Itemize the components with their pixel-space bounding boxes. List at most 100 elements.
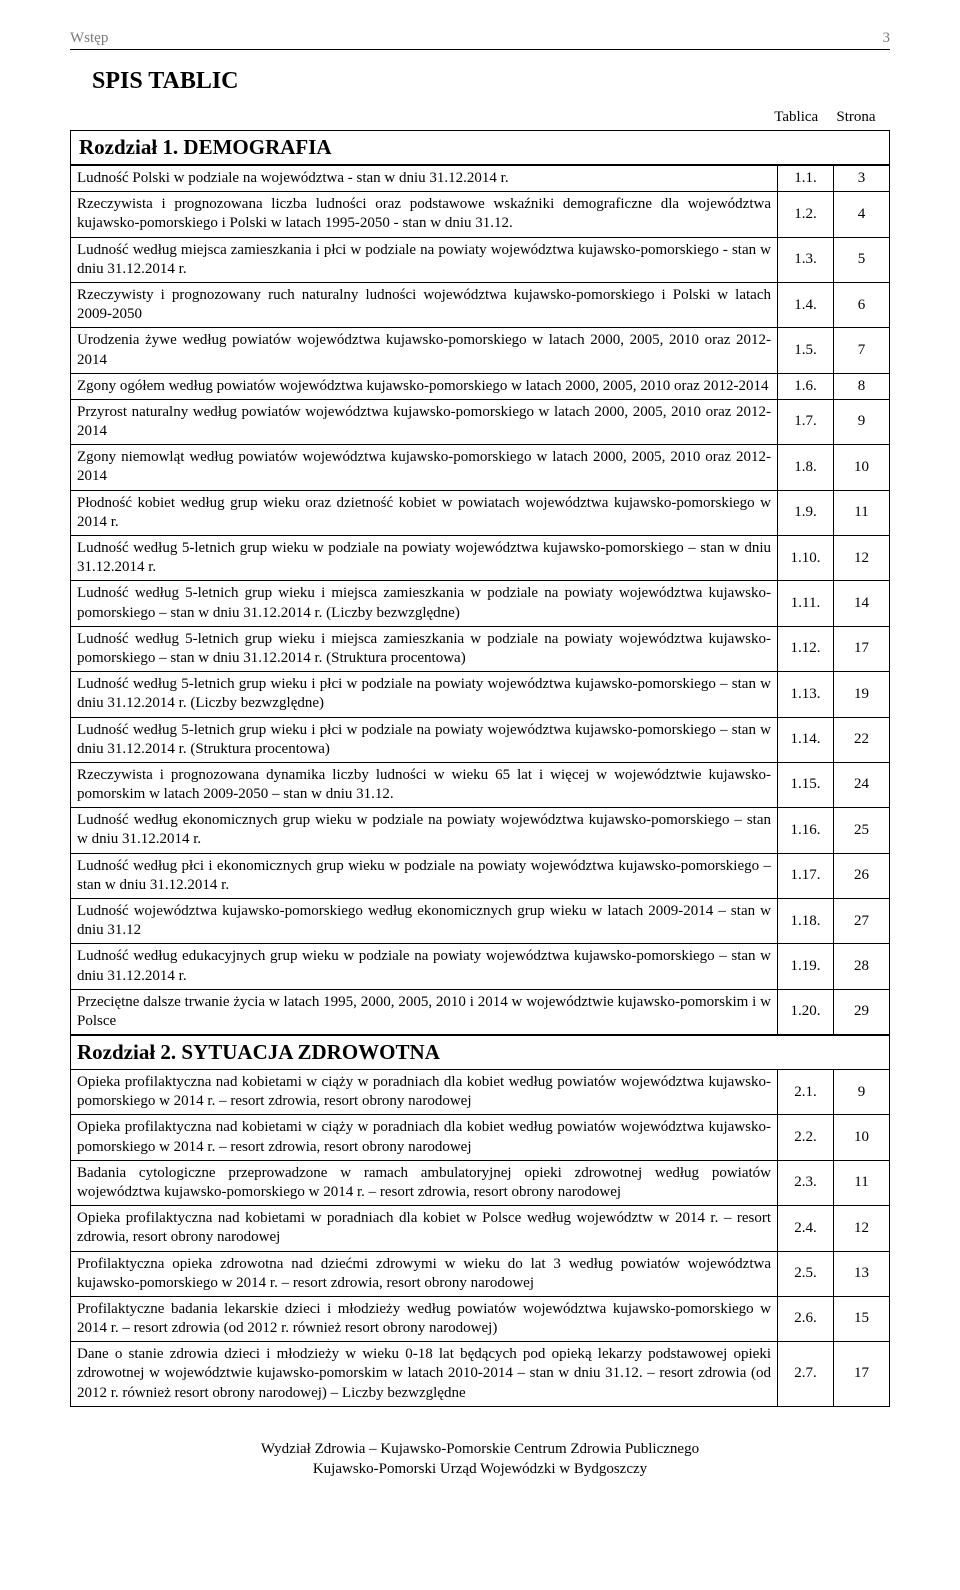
toc-row: Opieka profilaktyczna nad kobietami w po… <box>71 1206 890 1251</box>
toc-row: Ludność według 5-letnich grup wieku i pł… <box>71 717 890 762</box>
toc-description: Ludność według ekonomicznych grup wieku … <box>71 808 778 853</box>
toc-table-number: 2.2. <box>778 1115 834 1160</box>
toc-description: Ludność województwa kujawsko-pomorskiego… <box>71 899 778 944</box>
toc-row: Przeciętne dalsze trwanie życia w latach… <box>71 989 890 1034</box>
toc-row: Ludność województwa kujawsko-pomorskiego… <box>71 899 890 944</box>
toc-row: Urodzenia żywe według powiatów województ… <box>71 328 890 373</box>
toc-table-number: 2.3. <box>778 1160 834 1205</box>
toc-row: Ludność według płci i ekonomicznych grup… <box>71 853 890 898</box>
toc-description: Dane o stanie zdrowia dzieci i młodzieży… <box>71 1342 778 1407</box>
toc-page-number: 29 <box>834 989 890 1034</box>
footer-line-1: Wydział Zdrowia – Kujawsko-Pomorskie Cen… <box>70 1439 890 1459</box>
toc-table-number: 1.20. <box>778 989 834 1034</box>
chapter-2-title-row: Rozdział 2. SYTUACJA ZDROWOTNA <box>71 1036 890 1070</box>
toc-row: Płodność kobiet według grup wieku oraz d… <box>71 490 890 535</box>
toc-table-number: 2.5. <box>778 1251 834 1296</box>
toc-page-number: 25 <box>834 808 890 853</box>
toc-table-chapter-2: Rozdział 2. SYTUACJA ZDROWOTNA Opieka pr… <box>70 1035 890 1407</box>
toc-page-number: 28 <box>834 944 890 989</box>
toc-row: Opieka profilaktyczna nad kobietami w ci… <box>71 1070 890 1115</box>
toc-row: Ludność według edukacyjnych grup wieku w… <box>71 944 890 989</box>
toc-row: Ludność Polski w podziale na województwa… <box>71 166 890 192</box>
page-footer: Wydział Zdrowia – Kujawsko-Pomorskie Cen… <box>70 1439 890 1480</box>
toc-page-number: 19 <box>834 672 890 717</box>
toc-table-number: 1.11. <box>778 581 834 626</box>
toc-description: Ludność Polski w podziale na województwa… <box>71 166 778 192</box>
toc-row: Profilaktyczne badania lekarskie dzieci … <box>71 1296 890 1341</box>
toc-table-number: 2.1. <box>778 1070 834 1115</box>
toc-description: Ludność według 5-letnich grup wieku i pł… <box>71 672 778 717</box>
header-page-number: 3 <box>883 30 891 47</box>
toc-page-number: 4 <box>834 192 890 237</box>
toc-row: Rzeczywisty i prognozowany ruch naturaln… <box>71 282 890 327</box>
toc-page-number: 26 <box>834 853 890 898</box>
toc-page-number: 11 <box>834 1160 890 1205</box>
toc-description: Ludność według 5-letnich grup wieku i pł… <box>71 717 778 762</box>
toc-page-number: 14 <box>834 581 890 626</box>
toc-page-number: 12 <box>834 536 890 581</box>
toc-description: Rzeczywisty i prognozowany ruch naturaln… <box>71 282 778 327</box>
toc-row: Badania cytologiczne przeprowadzone w ra… <box>71 1160 890 1205</box>
toc-table-number: 2.4. <box>778 1206 834 1251</box>
toc-page-number: 15 <box>834 1296 890 1341</box>
toc-description: Ludność według płci i ekonomicznych grup… <box>71 853 778 898</box>
toc-description: Przyrost naturalny według powiatów wojew… <box>71 399 778 444</box>
toc-table-number: 1.19. <box>778 944 834 989</box>
toc-description: Badania cytologiczne przeprowadzone w ra… <box>71 1160 778 1205</box>
toc-description: Ludność według miejsca zamieszkania i pł… <box>71 237 778 282</box>
toc-table-number: 1.17. <box>778 853 834 898</box>
toc-page-number: 5 <box>834 237 890 282</box>
toc-row: Profilaktyczna opieka zdrowotna nad dzie… <box>71 1251 890 1296</box>
toc-description: Ludność według 5-letnich grup wieku i mi… <box>71 626 778 671</box>
col-header-strona: Strona <box>828 109 884 126</box>
toc-description: Ludność według edukacyjnych grup wieku w… <box>71 944 778 989</box>
toc-page-number: 3 <box>834 166 890 192</box>
toc-description: Opieka profilaktyczna nad kobietami w ci… <box>71 1070 778 1115</box>
document-page: Wstęp 3 SPIS TABLIC Tablica Strona Rozdz… <box>0 0 960 1509</box>
toc-table-number: 1.6. <box>778 373 834 399</box>
footer-line-2: Kujawsko-Pomorski Urząd Wojewódzki w Byd… <box>70 1459 890 1479</box>
toc-table-number: 1.15. <box>778 762 834 807</box>
toc-table-chapter-1: Ludność Polski w podziale na województwa… <box>70 165 890 1035</box>
toc-table-number: 1.1. <box>778 166 834 192</box>
toc-table-number: 2.7. <box>778 1342 834 1407</box>
toc-table-number: 1.7. <box>778 399 834 444</box>
toc-page-number: 24 <box>834 762 890 807</box>
toc-page-number: 10 <box>834 1115 890 1160</box>
toc-page-number: 7 <box>834 328 890 373</box>
toc-table-number: 1.10. <box>778 536 834 581</box>
toc-row: Zgony ogółem według powiatów województwa… <box>71 373 890 399</box>
toc-row: Rzeczywista i prognozowana liczba ludnoś… <box>71 192 890 237</box>
column-headers: Tablica Strona <box>70 109 890 126</box>
toc-table-number: 1.4. <box>778 282 834 327</box>
toc-description: Urodzenia żywe według powiatów województ… <box>71 328 778 373</box>
toc-description: Profilaktyczna opieka zdrowotna nad dzie… <box>71 1251 778 1296</box>
toc-page-number: 17 <box>834 626 890 671</box>
toc-row: Ludność według miejsca zamieszkania i pł… <box>71 237 890 282</box>
toc-main-title: SPIS TABLIC <box>92 68 890 95</box>
toc-page-number: 13 <box>834 1251 890 1296</box>
toc-description: Ludność według 5-letnich grup wieku w po… <box>71 536 778 581</box>
toc-description: Płodność kobiet według grup wieku oraz d… <box>71 490 778 535</box>
toc-page-number: 10 <box>834 445 890 490</box>
toc-description: Zgony ogółem według powiatów województwa… <box>71 373 778 399</box>
toc-description: Przeciętne dalsze trwanie życia w latach… <box>71 989 778 1034</box>
toc-description: Zgony niemowląt według powiatów wojewódz… <box>71 445 778 490</box>
toc-row: Zgony niemowląt według powiatów wojewódz… <box>71 445 890 490</box>
col-header-tablica: Tablica <box>768 109 824 126</box>
toc-description: Profilaktyczne badania lekarskie dzieci … <box>71 1296 778 1341</box>
toc-table-number: 1.18. <box>778 899 834 944</box>
toc-description: Rzeczywista i prognozowana dynamika licz… <box>71 762 778 807</box>
toc-description: Ludność według 5-letnich grup wieku i mi… <box>71 581 778 626</box>
toc-page-number: 17 <box>834 1342 890 1407</box>
toc-row: Ludność według ekonomicznych grup wieku … <box>71 808 890 853</box>
toc-page-number: 9 <box>834 399 890 444</box>
toc-row: Ludność według 5-letnich grup wieku i pł… <box>71 672 890 717</box>
toc-table-number: 1.9. <box>778 490 834 535</box>
toc-page-number: 12 <box>834 1206 890 1251</box>
toc-table-number: 1.5. <box>778 328 834 373</box>
toc-table-number: 1.16. <box>778 808 834 853</box>
toc-description: Opieka profilaktyczna nad kobietami w ci… <box>71 1115 778 1160</box>
toc-page-number: 9 <box>834 1070 890 1115</box>
toc-page-number: 22 <box>834 717 890 762</box>
